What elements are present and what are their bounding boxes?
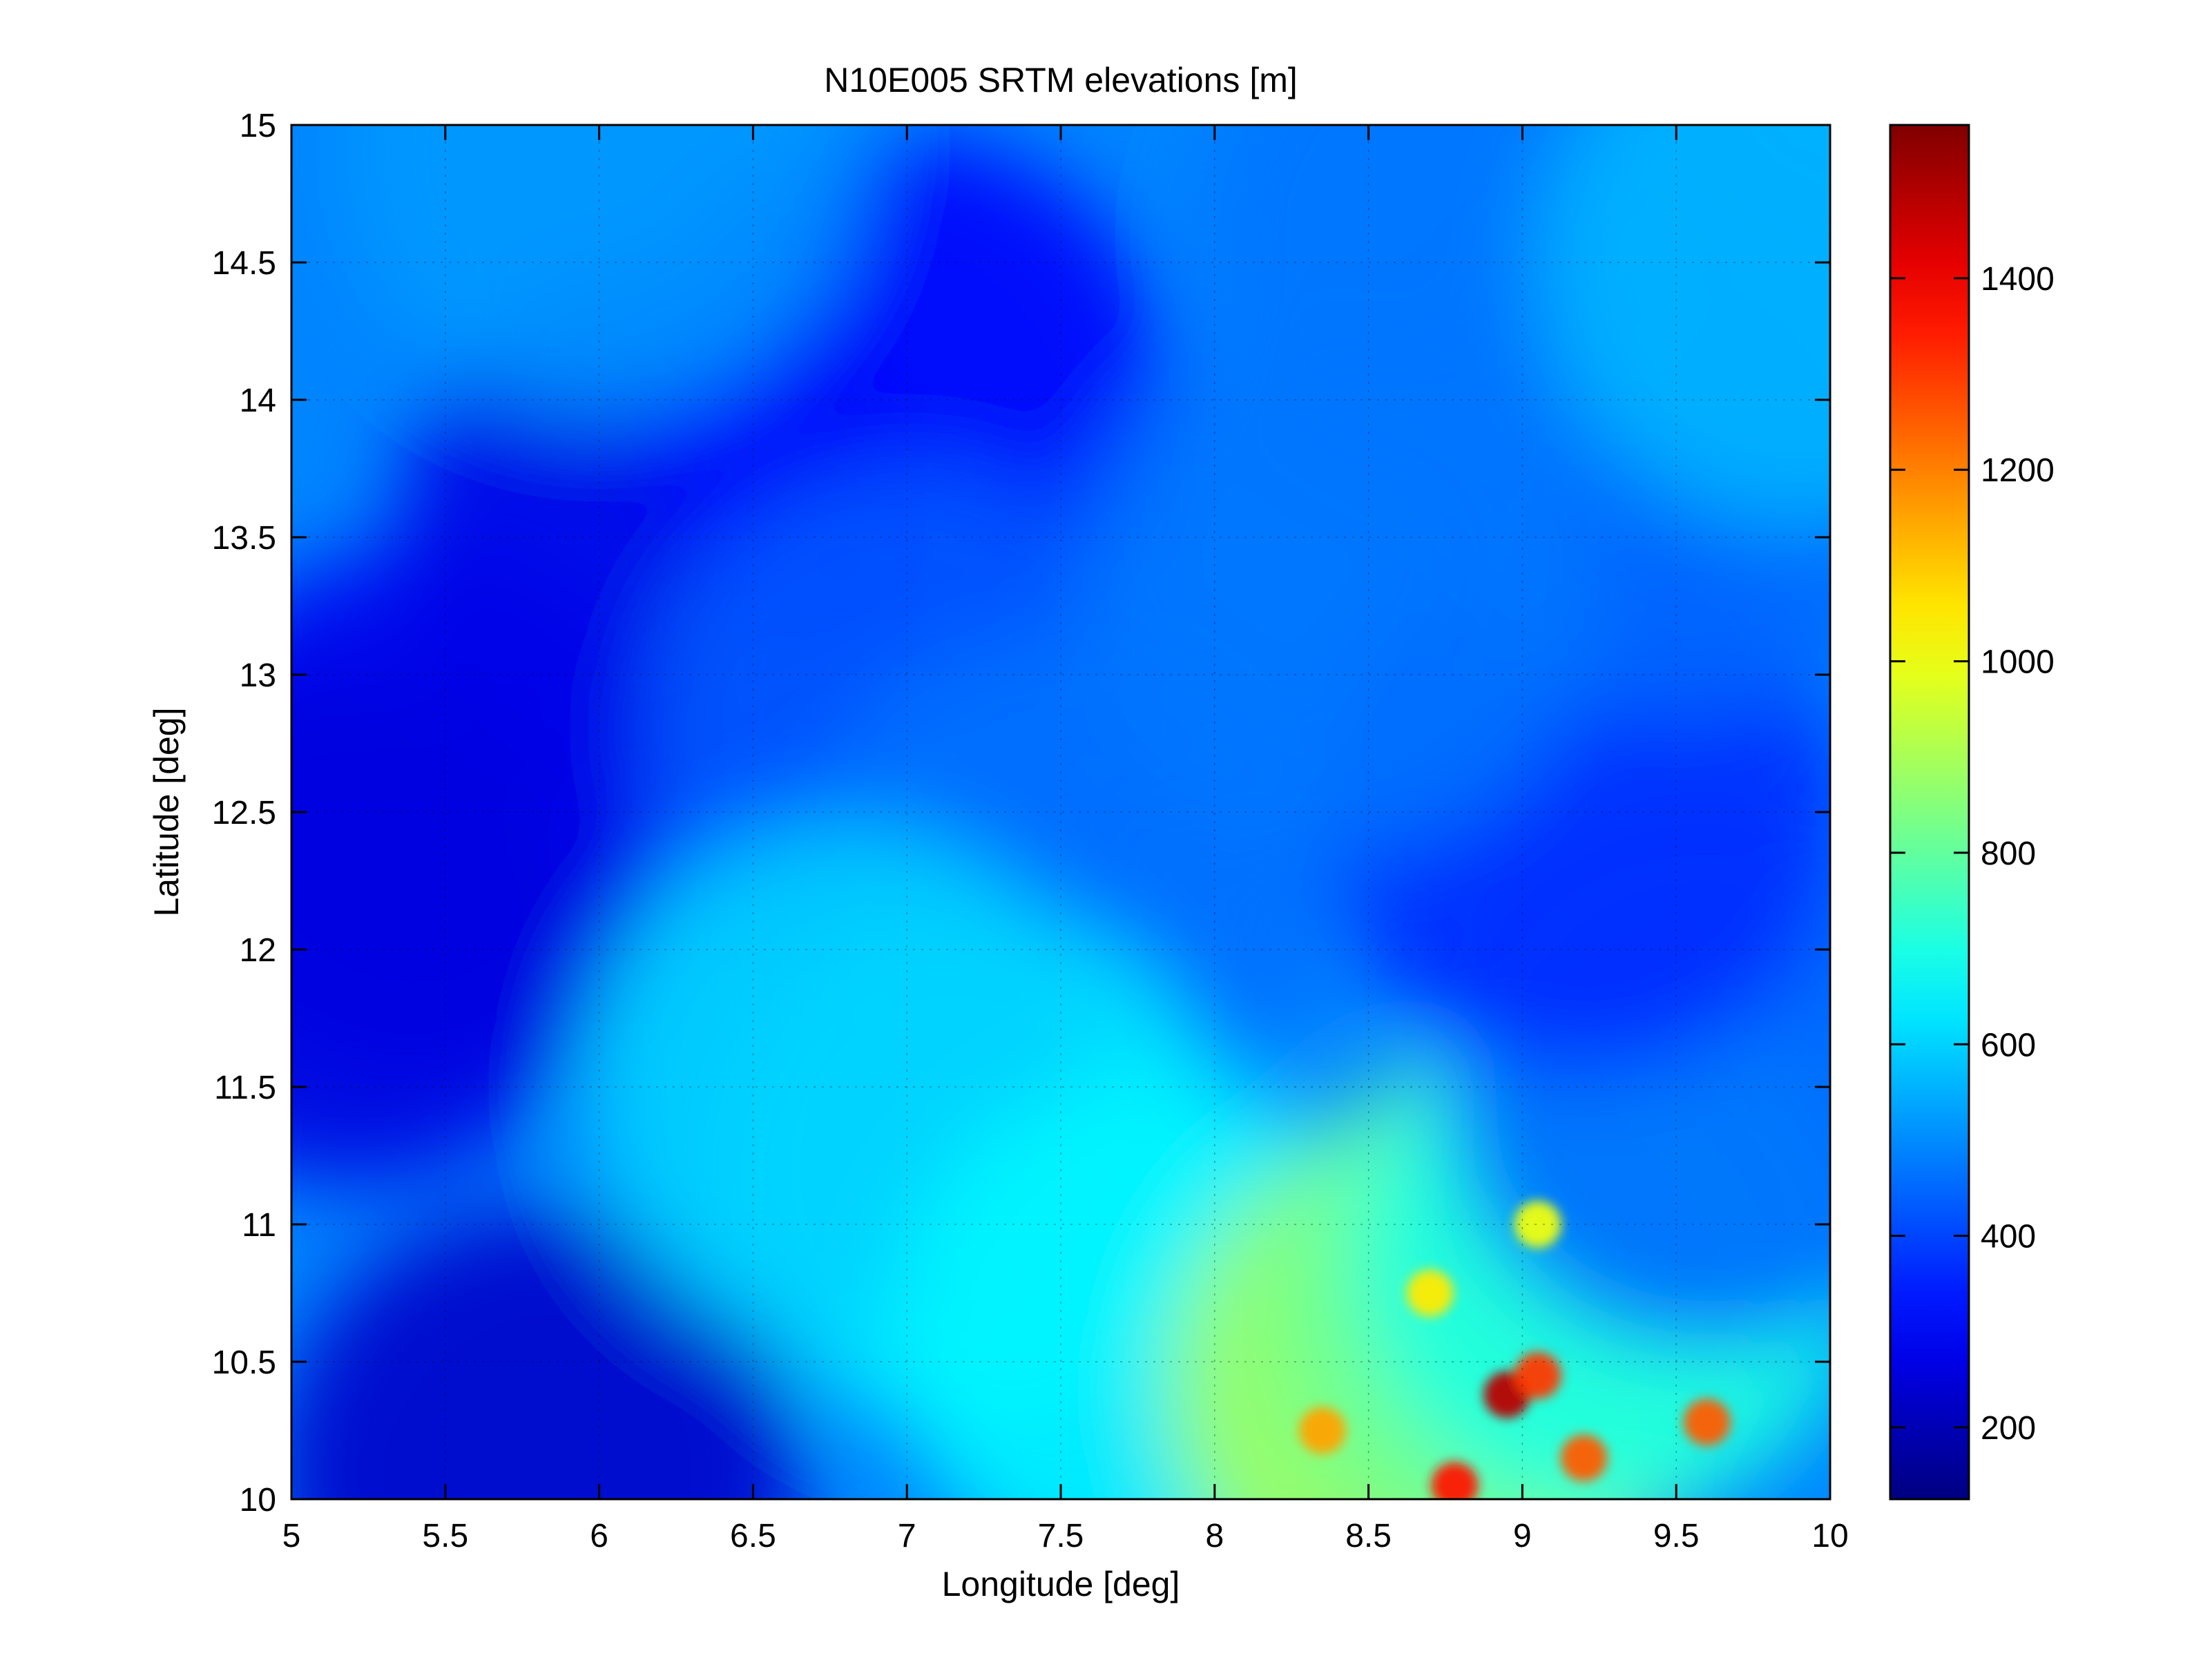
- elevation-peak-0: [1431, 1462, 1479, 1499]
- elevation-peak-6: [1406, 1269, 1454, 1317]
- x-axis-label: Longitude [deg]: [942, 1565, 1180, 1603]
- x-tick-label: 6.5: [730, 1518, 776, 1554]
- y-tick-label: 12: [240, 932, 276, 969]
- elevation-peak-2: [1514, 1351, 1561, 1399]
- x-tick-label: 7: [898, 1518, 916, 1554]
- x-tick-label: 5.5: [422, 1518, 468, 1554]
- colorbar: 200 400 600 800 1000 1200 1400: [1889, 124, 2055, 1501]
- elevation-peak-7: [1514, 1201, 1561, 1248]
- chart-title: N10E005 SRTM elevations [m]: [824, 61, 1298, 99]
- colorbar-frame: [1889, 124, 1970, 1501]
- y-tick-label: 13: [240, 657, 276, 694]
- y-tick-label: 11.5: [214, 1070, 276, 1106]
- colorbar-tick-label: 1200: [1981, 452, 2055, 489]
- y-tick-label: 14: [240, 383, 276, 419]
- elevation-peak-3: [1560, 1434, 1608, 1482]
- elevation-region-1: [291, 659, 616, 1185]
- colorbar-ticks: 200 400 600 800 1000 1200 1400: [1890, 261, 2055, 1447]
- x-tick-label: 9: [1513, 1518, 1532, 1554]
- x-tick-label: 8.5: [1345, 1518, 1392, 1554]
- x-tick-label: 9.5: [1653, 1518, 1700, 1554]
- elevation-region-19: [1075, 329, 1601, 855]
- x-tick-label: 6: [590, 1518, 608, 1554]
- y-tick-label: 15: [240, 108, 276, 144]
- elevation-peaks: [1298, 1201, 1731, 1499]
- colorbar-tick-label: 200: [1981, 1410, 2036, 1447]
- y-tick-label: 10: [240, 1482, 276, 1519]
- colorbar-tick-label: 800: [1981, 836, 2036, 872]
- elevation-heatmap: [291, 125, 1830, 1499]
- colorbar-tick-label: 1400: [1981, 261, 2055, 298]
- y-tick-label: 14.5: [212, 245, 276, 282]
- y-tick-label: 11: [242, 1207, 276, 1244]
- colorbar-tick-label: 1000: [1981, 644, 2055, 681]
- plot-area: 5 5.5 6 6.5 7 7.5 8 8.5 9 9.5 10 10 10.5 11 11.5 12 12.…: [212, 108, 1849, 1554]
- colorbar-gradient: [1890, 125, 1969, 1499]
- y-tick-label: 10.5: [212, 1344, 276, 1381]
- elevation-region-18: [1537, 125, 1830, 525]
- x-tick-label: 7.5: [1038, 1518, 1084, 1554]
- colorbar-tick-label: 600: [1981, 1027, 2036, 1063]
- y-axis-label: Latitude [deg]: [147, 707, 186, 916]
- plot-frame: [290, 124, 1831, 1501]
- elevation-peak-4: [1683, 1398, 1731, 1446]
- x-axis-ticks: 5 5.5 6 6.5 7 7.5 8 8.5 9 9.5 10: [282, 125, 1849, 1554]
- colorbar-tick-label: 400: [1981, 1219, 2036, 1255]
- x-tick-label: 10: [1811, 1518, 1848, 1554]
- x-tick-label: 5: [282, 1518, 301, 1554]
- x-tick-label: 8: [1205, 1518, 1224, 1554]
- elevation-peak-5: [1298, 1407, 1346, 1454]
- y-tick-label: 13.5: [212, 520, 276, 557]
- elevation-region-5: [336, 125, 862, 415]
- y-tick-label: 12.5: [212, 795, 276, 831]
- y-axis-ticks: 10 10.5 11 11.5 12 12.5 13 13.5 14 14.5 15: [212, 108, 1830, 1519]
